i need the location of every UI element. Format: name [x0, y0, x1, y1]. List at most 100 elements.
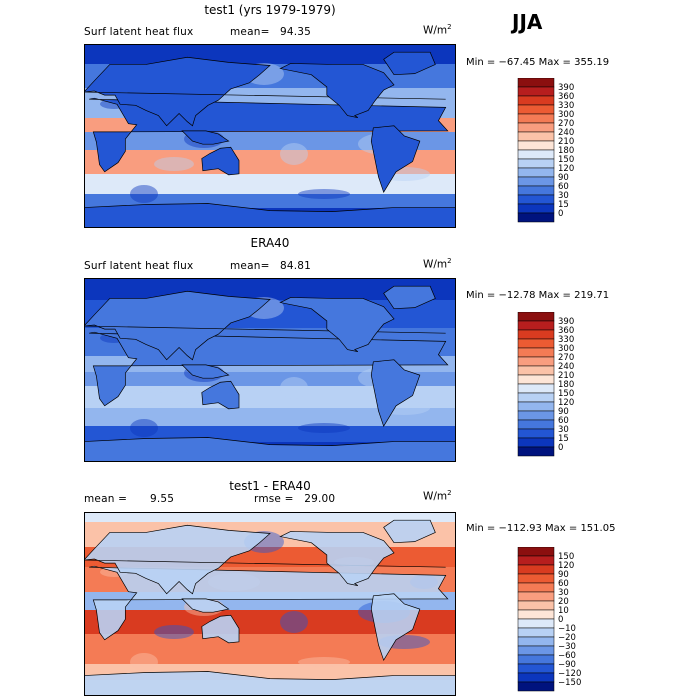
colorbar-tick-label: 210	[558, 137, 574, 147]
colorbar-swatch	[517, 681, 555, 692]
colorbar-tick-label: 270	[558, 353, 574, 363]
colorbar-tick-label: 60	[558, 182, 569, 192]
colorbar-swatch	[517, 347, 555, 358]
colorbar-swatch	[517, 338, 555, 349]
colorbar-tick-label: 0	[558, 209, 563, 219]
panel-diff-map	[84, 512, 456, 696]
colorbar-tick-label: −60	[558, 651, 576, 661]
colorbar-tick-label: 120	[558, 398, 574, 408]
colorbar-tick-label: 30	[558, 191, 569, 201]
colorbar-tick-label: −20	[558, 633, 576, 643]
colorbar-tick-label: 210	[558, 371, 574, 381]
colorbar-swatch	[517, 149, 555, 160]
colorbar-tick-label: 0	[558, 443, 563, 453]
colorbar-tick-label: 330	[558, 335, 574, 345]
coastline-indonesia	[181, 130, 230, 145]
coastline-antarctica	[84, 671, 456, 696]
colorbar-swatch	[517, 185, 555, 196]
coastline-eurasia	[84, 524, 446, 595]
colorbar-swatch	[517, 365, 555, 376]
colorbar-swatch	[517, 591, 555, 602]
colorbar-swatch	[517, 410, 555, 421]
colorbar-tick-label: 90	[558, 173, 569, 183]
colorbar-swatch	[517, 312, 555, 322]
colorbar-tick-label: 240	[558, 362, 574, 372]
panel-model-map	[84, 44, 456, 228]
colorbar-swatch	[517, 320, 555, 331]
colorbar-swatch	[517, 140, 555, 151]
colorbar-swatch	[517, 203, 555, 214]
colorbar-swatch	[517, 374, 555, 385]
colorbar-tick-label: −90	[558, 660, 576, 670]
colorbar-tick-label: 90	[558, 407, 569, 417]
colorbar-tick-label: 90	[558, 570, 569, 580]
panel-diff-minmax: Min = −112.93 Max = 151.05	[466, 523, 616, 534]
colorbar-tick-label: 240	[558, 128, 574, 138]
panel-obs-title: ERA40	[250, 236, 290, 250]
colorbar-tick-label: 30	[558, 588, 569, 598]
panel-obs-map	[84, 278, 456, 462]
colorbar-swatch	[517, 329, 555, 340]
panel-model-title: test1 (yrs 1979-1979)	[204, 3, 336, 17]
colorbar-swatch	[517, 104, 555, 115]
colorbar-swatch	[517, 383, 555, 394]
colorbar-swatch	[517, 573, 555, 584]
coastline-indonesia	[181, 598, 230, 613]
colorbar-tick-label: −10	[558, 624, 576, 634]
colorbar-tick-label: 15	[558, 434, 569, 444]
colorbar-tick-label: 360	[558, 326, 574, 336]
coastline-australia	[201, 614, 240, 644]
colorbar-tick-label: −30	[558, 642, 576, 652]
colorbar-tick-label: 150	[558, 552, 574, 562]
panel-obs-minmax: Min = −12.78 Max = 219.71	[466, 290, 610, 301]
colorbar-tick-label: 60	[558, 416, 569, 426]
panel-model-minmax: Min = −67.45 Max = 355.19	[466, 57, 610, 68]
coastline-indonesia	[181, 364, 230, 379]
colorbar-swatch	[517, 392, 555, 403]
colorbar-swatch	[517, 194, 555, 205]
colorbar-swatch	[517, 627, 555, 638]
coastline-eurasia	[84, 290, 446, 361]
colorbar-swatch	[517, 167, 555, 178]
panel-diff-rmse: rmse = 29.00	[254, 493, 336, 505]
panel-diff-mean-label: mean =	[84, 493, 128, 505]
coastline-africa	[89, 97, 449, 173]
colorbar-tick-label: 180	[558, 380, 574, 390]
panel-diff-mean-value: 9.55	[150, 493, 175, 505]
colorbar-tick-label: 60	[558, 579, 569, 589]
panel-diff-units: W/m2	[423, 489, 452, 503]
colorbar-tick-label: 15	[558, 200, 569, 210]
colorbar-swatch	[517, 113, 555, 124]
panel-obs-units: W/m2	[423, 257, 452, 271]
colorbar-swatch	[517, 131, 555, 142]
colorbar-swatch	[517, 672, 555, 683]
colorbar-tick-label: 360	[558, 92, 574, 102]
colorbar-swatch	[517, 122, 555, 133]
panel-obs-mean-label: mean=	[230, 260, 270, 272]
coastline-samerica	[370, 359, 421, 428]
colorbar-swatch	[517, 564, 555, 575]
colorbar-tick-label: 10	[558, 606, 569, 616]
coastline-greenland	[383, 51, 436, 76]
colorbar-tick-label: 150	[558, 389, 574, 399]
colorbar-tick-label: 20	[558, 597, 569, 607]
colorbar-swatch	[517, 95, 555, 106]
colorbar-swatch	[517, 419, 555, 430]
colorbar-swatch	[517, 555, 555, 566]
colorbar-swatch	[517, 428, 555, 439]
colorbar-swatch	[517, 401, 555, 412]
colorbar-tick-label: 270	[558, 119, 574, 129]
colorbar-tick-label: 300	[558, 344, 574, 354]
colorbar-tick-label: 120	[558, 561, 574, 571]
coastline-samerica	[370, 593, 421, 662]
colorbar-tick-label: 120	[558, 164, 574, 174]
colorbar-tick-label: −150	[558, 678, 581, 688]
coastline-africa	[89, 565, 449, 641]
coastline-namerica	[279, 63, 395, 118]
colorbar-swatch	[517, 437, 555, 448]
coastline-samerica	[370, 125, 421, 194]
coastline-eurasia	[84, 56, 446, 127]
coastline-namerica	[279, 297, 395, 352]
